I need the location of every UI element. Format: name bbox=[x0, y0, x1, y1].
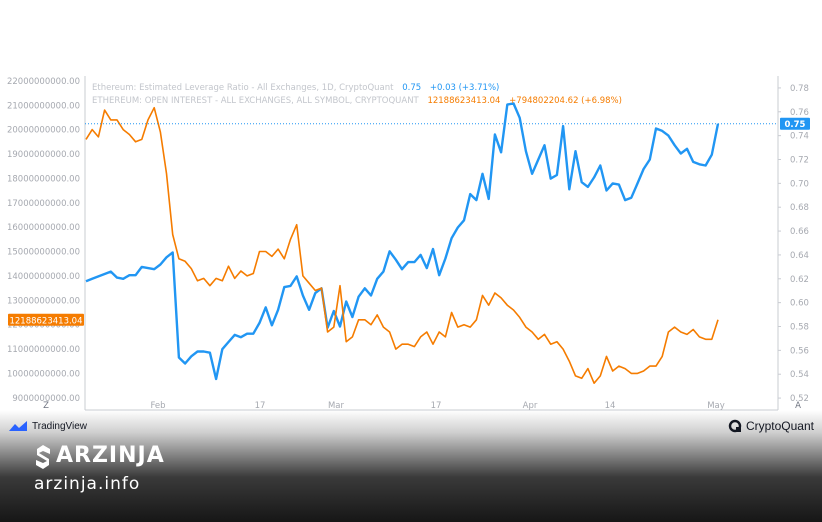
cryptoquant-logo: CryptoQuant bbox=[728, 419, 814, 433]
left-axis-scale-button[interactable]: Z bbox=[43, 401, 49, 411]
right-tick-label: 0.76 bbox=[790, 108, 809, 118]
left-axis: 22000000000.00 21000000000.00 20000000000.… bbox=[7, 76, 86, 410]
left-tick-label: 16000000000.00 bbox=[7, 223, 80, 233]
tradingview-logo[interactable]: TradingView bbox=[8, 420, 87, 432]
open-interest-last-value-text: 12188623413.04 bbox=[9, 316, 82, 326]
last-value-markers: 0.75 12188623413.04 bbox=[8, 117, 810, 326]
open-interest-last-value-badge bbox=[8, 313, 84, 326]
right-tick-label: 0.68 bbox=[790, 203, 809, 213]
right-axis: 0.78 0.76 0.74 0.72 0.70 0.68 0.66 0.64 0.62 0.60… bbox=[777, 76, 809, 410]
x-tick-label: 14 bbox=[605, 401, 616, 411]
left-tick-label: 17000000000.00 bbox=[7, 199, 80, 209]
cryptoquant-label: CryptoQuant bbox=[745, 419, 814, 433]
arzinja-url[interactable]: arzinja.info bbox=[34, 474, 141, 494]
legend-leverage: Ethereum: Estimated Leverage Ratio - All… bbox=[92, 83, 499, 93]
x-tick-label: 17 bbox=[255, 401, 266, 411]
legend-open-interest-title: ETHEREUM: OPEN INTEREST - ALL EXCHANGES,… bbox=[92, 96, 419, 106]
x-tick-label: May bbox=[707, 401, 725, 411]
left-tick-label: 22000000000.00 bbox=[7, 77, 80, 87]
right-tick-label: 0.72 bbox=[790, 156, 809, 166]
right-tick-label: 0.64 bbox=[790, 251, 809, 261]
arzinja-logo-icon bbox=[36, 445, 50, 469]
right-tick-label: 0.58 bbox=[790, 323, 809, 333]
arzinja-brand: ARZINJA bbox=[56, 443, 165, 468]
left-tick-label: 21000000000.00 bbox=[7, 101, 80, 111]
leverage-ratio-line bbox=[85, 102, 720, 381]
plot-area bbox=[85, 102, 720, 385]
left-tick-label: 9000000000.00 bbox=[12, 394, 80, 404]
left-tick-label: 15000000000.00 bbox=[7, 248, 80, 258]
x-tick-label: Apr bbox=[523, 401, 538, 411]
right-tick-label: 0.52 bbox=[790, 394, 809, 404]
right-tick-label: 0.54 bbox=[790, 370, 809, 380]
cryptoquant-icon bbox=[728, 419, 742, 433]
legend-open-interest-change: +794802204.62 (+6.98%) bbox=[509, 96, 622, 106]
legend-leverage-title: Ethereum: Estimated Leverage Ratio - All… bbox=[92, 83, 394, 93]
x-tick-label: Feb bbox=[150, 401, 165, 411]
legend-leverage-value: 0.75 bbox=[402, 83, 422, 93]
leverage-last-value-text: 0.75 bbox=[785, 120, 806, 130]
footer-banner bbox=[0, 410, 822, 522]
left-tick-label: 11000000000.00 bbox=[7, 345, 80, 355]
left-tick-label: 14000000000.00 bbox=[7, 272, 80, 282]
left-tick-label: 10000000000.00 bbox=[7, 369, 80, 379]
open-interest-line bbox=[85, 106, 719, 385]
right-tick-label: 0.62 bbox=[790, 275, 809, 285]
x-tick-label: 17 bbox=[431, 401, 442, 411]
leverage-last-value-badge bbox=[780, 117, 810, 130]
tradingview-icon bbox=[9, 421, 27, 431]
x-tick-label: Mar bbox=[328, 401, 345, 411]
legend-open-interest: ETHEREUM: OPEN INTEREST - ALL EXCHANGES,… bbox=[92, 96, 622, 106]
left-tick-label: 20000000000.00 bbox=[7, 126, 80, 136]
left-tick-label: 13000000000.00 bbox=[7, 296, 80, 306]
legend-open-interest-value: 12188623413.04 bbox=[427, 96, 501, 106]
legend-leverage-change: +0.03 (+3.71%) bbox=[429, 83, 500, 93]
right-tick-label: 0.78 bbox=[790, 84, 809, 94]
right-tick-label: 0.74 bbox=[790, 132, 809, 142]
left-tick-label: 19000000000.00 bbox=[7, 150, 80, 160]
right-tick-label: 0.66 bbox=[790, 227, 809, 237]
tradingview-label: TradingView bbox=[32, 420, 88, 432]
right-tick-label: 0.60 bbox=[790, 299, 809, 309]
right-tick-label: 0.56 bbox=[790, 346, 809, 356]
right-tick-label: 0.70 bbox=[790, 179, 809, 189]
left-tick-label: 18000000000.00 bbox=[7, 174, 80, 184]
right-axis-scale-button[interactable]: A bbox=[795, 401, 801, 411]
